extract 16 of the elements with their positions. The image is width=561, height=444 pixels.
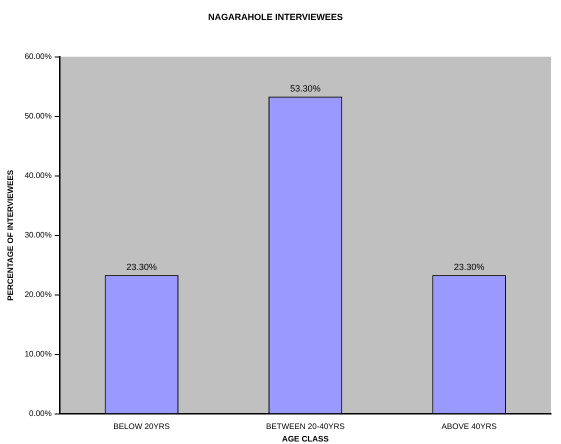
y-tick-label: 20.00% <box>24 290 52 300</box>
y-axis-title: PERCENTAGE OF INTERVIEWEES <box>6 169 16 301</box>
x-tick-label: BELOW 20YRS <box>113 422 170 431</box>
data-label: 23.30% <box>126 262 157 272</box>
y-tick-label: 10.00% <box>24 350 52 359</box>
y-tick-label: 50.00% <box>24 112 52 121</box>
x-tick-label: BETWEEN 20-40YRS <box>266 422 345 431</box>
data-label: 53.30% <box>290 84 321 94</box>
x-axis-title: AGE CLASS <box>282 434 330 444</box>
y-tick-label: 30.00% <box>24 230 52 240</box>
y-tick-label: 60.00% <box>24 52 52 62</box>
y-tick-label: 40.00% <box>24 171 52 180</box>
y-tick-label: 0.00% <box>29 409 52 418</box>
x-tick-label: ABOVE 40YRS <box>442 422 497 431</box>
data-label: 23.30% <box>454 262 484 272</box>
chart-title: NAGARAHOLE INTERVIEWEES <box>208 12 343 22</box>
